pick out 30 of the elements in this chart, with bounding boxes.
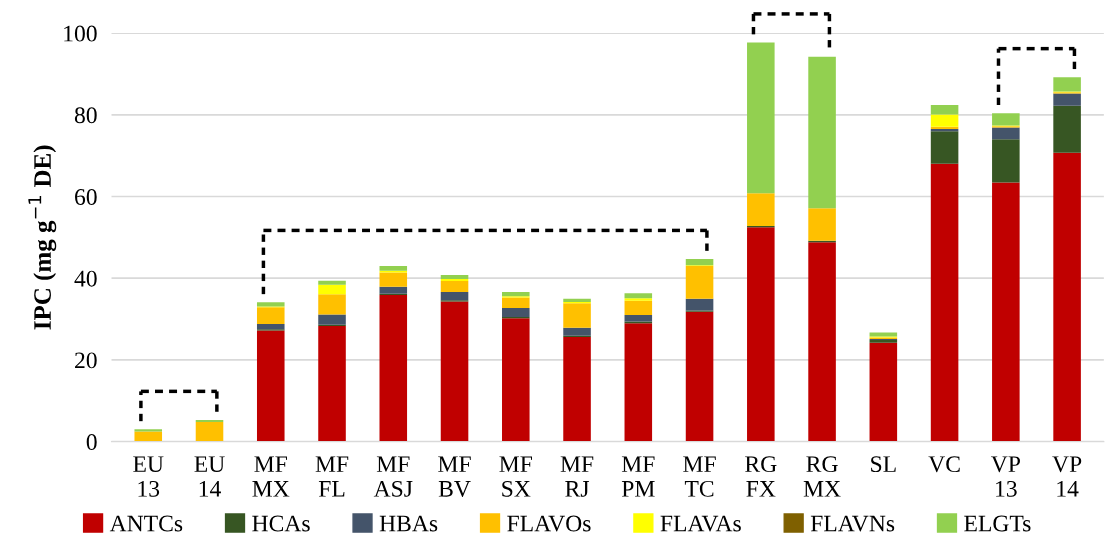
legend-label: FLAVOs <box>507 515 591 532</box>
y-tick-label: 20 <box>75 352 97 369</box>
y-tick-label: 0 <box>86 434 97 451</box>
x-tick-label: MF RJ <box>560 456 594 497</box>
x-tick-label: MF TC <box>683 456 716 497</box>
x-tick-label: EU 14 <box>194 456 225 497</box>
x-tick-label: VP 14 <box>1052 456 1082 497</box>
x-tick-label: VP 13 <box>991 456 1020 497</box>
legend-label: ANTCs <box>109 515 183 532</box>
legend-label: FLAVNs <box>810 515 895 532</box>
x-tick-label: RG MX <box>803 456 841 497</box>
x-tick-label: SL <box>871 456 896 473</box>
y-tick-label: 60 <box>75 189 97 205</box>
x-tick-label: EU 13 <box>133 456 164 497</box>
x-tick-label: RG FX <box>745 456 777 497</box>
y-axis-title: IPC (mg g$^{−1}$ DE) <box>28 145 57 330</box>
legend-label: ELGTs <box>964 515 1031 532</box>
y-tick-label: 40 <box>74 270 97 287</box>
x-tick-label: MF BV <box>438 456 471 497</box>
x-tick-label: MF SX <box>499 456 532 497</box>
legend-label: HBAs <box>379 515 438 532</box>
y-tick-label: 80 <box>74 107 97 124</box>
y-tick-label: 100 <box>64 25 97 42</box>
legend-label: FLAVAs <box>660 515 741 532</box>
legend-label: HCAs <box>252 515 310 532</box>
x-tick-label: MF FL <box>315 456 349 497</box>
x-tick-label: MF MX <box>252 456 290 497</box>
x-tick-label: VC <box>928 456 960 473</box>
x-tick-label: MF PM <box>621 456 655 497</box>
x-tick-label: MF ASJ <box>373 456 413 497</box>
